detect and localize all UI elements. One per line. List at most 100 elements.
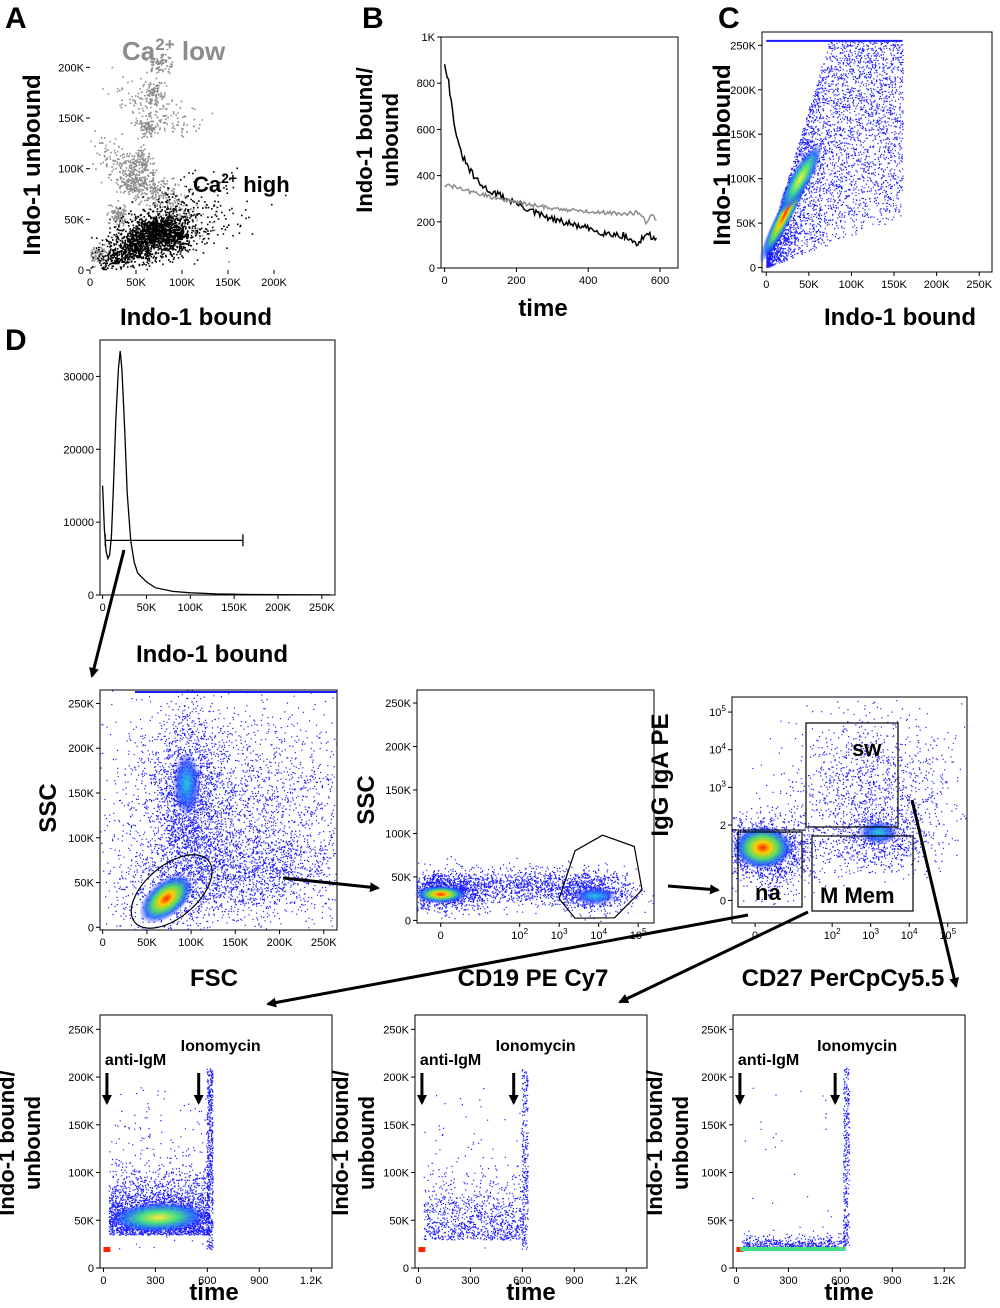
y-tick-label: 100K	[730, 174, 756, 186]
x-tick-label: 900	[250, 1275, 268, 1287]
x-tick-label: 1.2K	[615, 1275, 638, 1287]
x-tick-label: 0	[100, 937, 106, 949]
x-tick-label: 600	[198, 1275, 216, 1287]
y-tick-label: 50K	[707, 1215, 727, 1227]
x-tick-label: 0	[733, 1275, 739, 1287]
annotation-ca-high: Ca2+ high	[193, 170, 290, 197]
dots	[732, 700, 968, 905]
y-axis-label: unbound	[354, 1096, 379, 1190]
x-tick-label: 150K	[215, 277, 241, 289]
gate-m-mem	[811, 835, 914, 912]
y-tick-label: 100K	[68, 833, 94, 845]
x-tick-label: 200K	[924, 279, 950, 291]
y-tick-label: 200K	[383, 1072, 409, 1084]
dots	[417, 856, 654, 922]
y-axis-label: unbound	[378, 93, 403, 187]
y-tick-label: 150K	[385, 785, 411, 797]
y-tick-label: 2	[720, 820, 726, 832]
chart-c-density: 0 50K 100K 150K 200K 250K 0 50K 100K 150K 200K 250K…	[709, 31, 993, 331]
x-tick-label: 400	[579, 275, 597, 287]
naive-core	[732, 825, 793, 870]
y-tick-label: 150K	[730, 129, 756, 141]
series-line-black	[443, 64, 658, 247]
chart-b-line: 0 200 400 600 0 200 400 600 800 1K time Indo-1 boun…	[352, 32, 679, 322]
x-tick-label: 50K	[799, 279, 819, 291]
panel-letter-a: A	[5, 2, 27, 35]
y-tick-label: 150K	[68, 788, 94, 800]
x-axis-label: FSC	[190, 965, 238, 992]
y-tick-label: 100K	[58, 164, 84, 176]
y-tick-label: 0	[403, 1263, 409, 1275]
y-tick-label: 0	[721, 1263, 727, 1275]
chart-d-mmem-kinetics: 0 300 600 900 1.2K 0 50K 100K 150K 200K 250K time In…	[328, 1014, 648, 1306]
cd19-positive-core	[572, 887, 617, 906]
y-axis-label: Indo-1 bound/	[0, 1070, 19, 1215]
gating-arrows	[89, 549, 960, 1008]
y-tick-label: 800	[417, 78, 435, 90]
dots	[100, 690, 338, 931]
y-tick-label: 100K	[68, 1168, 94, 1180]
x-tick-label: 600	[831, 1275, 849, 1287]
x-tick-label: 250K	[311, 937, 337, 949]
arrow-histogram-to-fsc	[89, 549, 126, 678]
plot-frame	[731, 696, 968, 924]
chart-d-histogram: 0 50K 100K 150K 200K 250K 0 10000 20000 30000 Indo…	[63, 339, 336, 668]
x-tick-label: 104	[901, 927, 918, 942]
annotation-ionomycin: Ionomycin	[181, 1038, 261, 1055]
density-mid	[172, 752, 201, 817]
baseline-peak	[103, 1246, 111, 1252]
cd19-ssc-points	[417, 856, 654, 922]
x-tick-label: 600	[513, 1275, 531, 1287]
arrow-fsc-to-cd19	[282, 876, 380, 893]
baseline-peak	[418, 1246, 426, 1252]
panel-letter-c: C	[718, 2, 740, 35]
x-axis-label: Indo-1 bound	[120, 304, 272, 331]
y-axis-label: unbound	[20, 1096, 45, 1190]
y-tick-label: 1K	[422, 32, 436, 44]
x-tick-label: 0	[763, 279, 769, 291]
dots	[90, 167, 287, 271]
plot-frame	[99, 689, 338, 931]
y-axis-label: SSC	[35, 783, 62, 832]
density-core	[139, 873, 194, 924]
plot-frame	[99, 1014, 333, 1269]
y-tick-label: 200K	[701, 1072, 727, 1084]
x-axis-label: time	[518, 295, 567, 322]
x-tick-label: 300	[146, 1275, 164, 1287]
y-tick-label: 30000	[63, 371, 94, 383]
lymphocyte-gate	[130, 854, 213, 929]
x-tick-label: 1.2K	[933, 1275, 956, 1287]
annotation-anti-igm: anti-IgM	[738, 1052, 799, 1069]
y-tick-label: 50K	[736, 218, 756, 230]
y-axis-label: IgG IgA PE	[647, 713, 674, 836]
x-tick-label: 150K	[221, 602, 247, 614]
y-tick-label: 250K	[701, 1024, 727, 1036]
x-tick-label: 250K	[309, 602, 335, 614]
ca-low-points	[90, 48, 230, 269]
y-tick-label: 100K	[383, 1168, 409, 1180]
arrow-cd19-to-cd27	[667, 884, 720, 895]
x-tick-label: 100K	[177, 602, 203, 614]
x-tick-label: 50K	[126, 277, 146, 289]
chart-a-scatter: 0 50K 100K 150K 200K 0 50K 100K 150K 200K Indo-1 b…	[19, 35, 290, 331]
arrow-na-to-kinetics	[266, 913, 749, 1008]
y-tick-label: 0	[78, 265, 84, 277]
y-tick-label: 250K	[68, 698, 94, 710]
x-tick-label: 50K	[137, 937, 157, 949]
y-tick-label: 150K	[58, 113, 84, 125]
y-tick-label: 150K	[68, 1120, 94, 1132]
x-tick-label: 103	[862, 927, 879, 942]
annotation-ionomycin: Ionomycin	[817, 1038, 897, 1055]
y-tick-label: 200K	[68, 743, 94, 755]
panel-letter-b: B	[362, 2, 384, 35]
dots	[423, 1069, 529, 1250]
kinetics-core	[110, 1202, 207, 1233]
x-tick-label: 103	[551, 927, 568, 942]
dots	[766, 41, 904, 268]
x-tick-label: 200K	[261, 277, 287, 289]
x-tick-label: 250K	[966, 279, 992, 291]
plot-frame	[414, 1014, 648, 1269]
y-axis-label: Indo-1 unbound	[19, 74, 46, 255]
